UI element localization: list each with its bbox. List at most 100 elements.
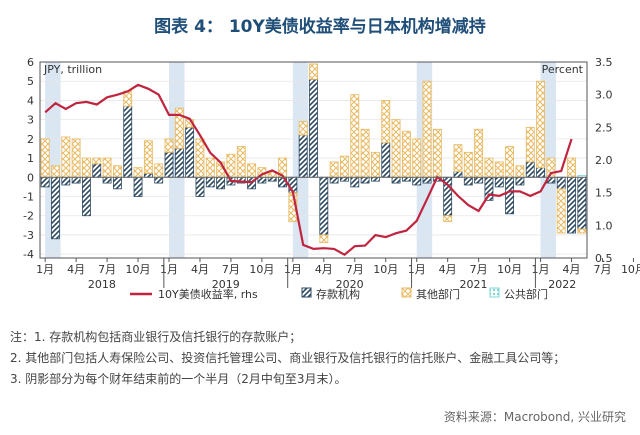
- bar-other: [463, 151, 473, 178]
- bar-other: [329, 161, 339, 178]
- source-note: 资料来源：Macrobond, 兴业研究: [443, 410, 626, 424]
- bar-other: [515, 165, 525, 178]
- x-tick-label: 4月: [315, 263, 333, 276]
- note-3: 3. 阴影部分为每个财年结束前的一个半月（2月中旬至3月末）。: [10, 372, 347, 386]
- bar-deposit: [484, 176, 494, 201]
- bar-deposit: [463, 176, 473, 186]
- left-axis-label: JPY, trillion: [43, 63, 102, 76]
- bar-other: [412, 138, 422, 178]
- bar-deposit: [164, 151, 174, 178]
- x-tick-label: 10月: [497, 263, 522, 276]
- y-tick-label-left: 6: [27, 56, 34, 69]
- year-label: 2019: [212, 278, 240, 291]
- y-tick-label-left: 5: [27, 75, 34, 88]
- bar-other: [71, 138, 81, 178]
- x-tick-label: 1月: [284, 263, 302, 276]
- y-tick-label-right: 1.0: [595, 219, 613, 232]
- y-tick-label-right: 1.5: [595, 187, 613, 200]
- bar-deposit: [298, 134, 308, 178]
- bar-other: [577, 228, 587, 234]
- legend-swatch-deposit: [301, 287, 312, 298]
- bar-deposit: [422, 176, 432, 184]
- bar-other: [236, 146, 246, 178]
- bar-other: [370, 151, 380, 178]
- bar-deposit: [515, 176, 525, 186]
- x-tick-label: 1月: [408, 263, 426, 276]
- legend-label-public: 公共部门: [504, 287, 548, 301]
- bar-other: [92, 157, 102, 165]
- year-label: 2018: [88, 278, 116, 291]
- legend-label-deposit: 存款机构: [316, 287, 360, 301]
- x-tick-label: 1月: [160, 263, 178, 276]
- bar-other: [443, 215, 453, 222]
- bar-other: [484, 157, 494, 178]
- bar-other: [567, 157, 576, 178]
- bar-other: [112, 165, 122, 178]
- bar-deposit: [267, 176, 277, 182]
- bar-deposit: [143, 173, 153, 178]
- y-tick-label-left: 0: [27, 171, 34, 184]
- legend-swatch-public: [489, 287, 500, 298]
- x-tick-label: 10月: [373, 263, 398, 276]
- figure-title: 图表 4： 10Y美债收益率与日本机构增减持: [154, 17, 486, 37]
- legend-label-other: 其他部门: [416, 287, 460, 301]
- bar-deposit: [205, 176, 215, 188]
- bar-deposit: [71, 176, 81, 184]
- note-1: 注：1. 存款机构包括商业银行及信托银行的存款账户；: [10, 330, 302, 344]
- bar-other: [143, 140, 153, 174]
- bar-other: [401, 130, 411, 178]
- y-tick-label-left: 2: [27, 133, 34, 146]
- legend-label-yield: 10Y美债收益率, rhs: [158, 287, 258, 301]
- bar-other: [247, 163, 257, 178]
- bar-other: [474, 128, 484, 178]
- x-tick-label: 7月: [470, 263, 488, 276]
- bar-deposit: [174, 148, 184, 178]
- bar-deposit: [453, 171, 463, 178]
- bar-other: [164, 138, 174, 153]
- bar-deposit: [216, 176, 226, 190]
- x-tick-label: 10月: [621, 263, 640, 276]
- year-label: 2021: [459, 278, 487, 291]
- y-tick-label-left: -4: [23, 248, 34, 261]
- bar-deposit: [154, 176, 164, 184]
- x-tick-label: 7月: [222, 263, 240, 276]
- year-label: 2022: [548, 278, 576, 291]
- y-tick-label-left: 1: [27, 152, 34, 165]
- bar-deposit: [350, 176, 360, 188]
- bar-other: [494, 161, 504, 178]
- x-tick-label: 1月: [532, 263, 550, 276]
- bar-deposit: [102, 176, 112, 184]
- bar-other: [174, 107, 184, 149]
- bar-deposit: [381, 142, 391, 178]
- y-tick-label-left: 4: [27, 94, 34, 107]
- bar-other: [298, 121, 308, 136]
- y-tick-label-left: -3: [23, 229, 34, 242]
- bar-other: [505, 146, 515, 178]
- y-tick-label-left: -1: [23, 191, 34, 204]
- bar-deposit: [40, 176, 50, 188]
- bar-other: [422, 80, 432, 178]
- x-tick-label: 10月: [126, 263, 151, 276]
- bar-other: [195, 138, 205, 178]
- bar-other: [381, 100, 391, 144]
- bar-deposit: [370, 176, 380, 182]
- bar-deposit: [474, 176, 484, 184]
- bar-deposit: [360, 176, 370, 184]
- y-tick-label-left: -2: [23, 210, 34, 223]
- bar-other: [205, 157, 215, 178]
- y-tick-label-right: 2.0: [595, 154, 613, 167]
- bar-deposit: [401, 176, 411, 182]
- bar-other: [309, 63, 318, 80]
- bar-deposit: [329, 176, 339, 184]
- bar-other: [360, 128, 370, 178]
- bar-other: [51, 165, 60, 178]
- bar-deposit: [195, 176, 205, 197]
- x-tick-label: 7月: [593, 263, 611, 276]
- chart: 6 5 4 3 2 1 0 -1 -2 -3 -4 3.5 3.0 2.5 2.0 1.5 1.0 0.5 JPY,…: [23, 56, 640, 301]
- bar-other: [350, 94, 360, 178]
- bar-other: [525, 126, 535, 163]
- y-tick-label-right: 3.0: [595, 89, 613, 102]
- y-tick-label-right: 3.5: [595, 56, 613, 69]
- y-tick-label-left: 3: [27, 114, 34, 127]
- bar-other: [133, 167, 143, 178]
